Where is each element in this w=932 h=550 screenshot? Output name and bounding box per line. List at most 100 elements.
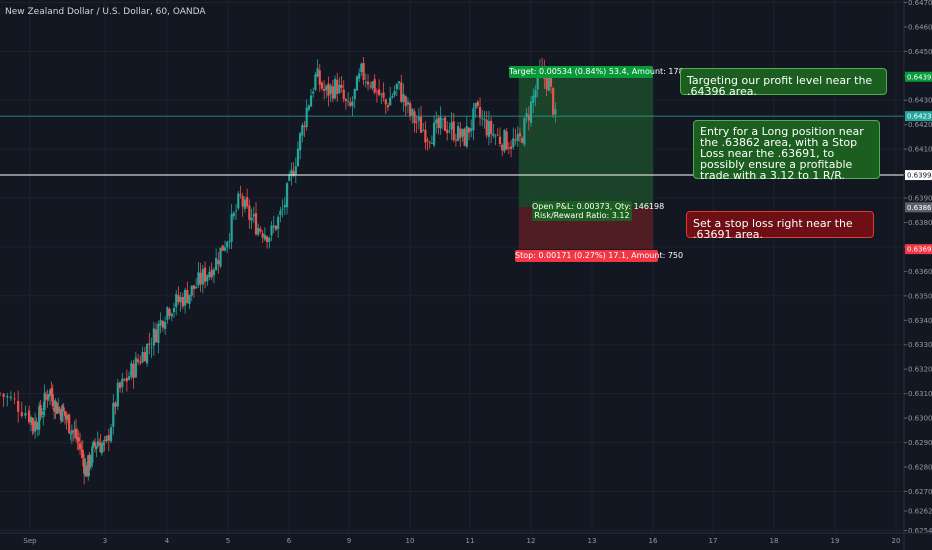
candle-up [179,297,182,303]
candle-up [208,271,211,278]
candle-up [152,328,155,346]
candle-up [84,465,87,476]
current-price-tag-bg [905,111,932,122]
candle-up [6,396,9,398]
candle-down [143,352,146,362]
candle-up [172,307,176,313]
candle-down [80,449,83,451]
candle-down [241,196,244,207]
candle-up [351,101,354,107]
candle-up [223,247,227,251]
target-price-tag-bg [905,71,932,82]
candle-up [439,116,442,129]
candle-down [53,407,56,412]
candle-up [206,275,209,282]
candle-up [100,444,103,454]
candle-down [413,111,416,124]
candle-up [325,85,328,91]
candle-down [78,443,82,449]
candle-down [514,139,517,141]
candle-up [87,455,90,477]
candle-down [336,79,339,94]
target-label: Target: 0.00534 (0.84%) 53.4, Amount: 17… [509,66,697,78]
candle-up [61,405,64,422]
candle-down [246,197,249,207]
candle-up [430,143,434,144]
candle-up [391,96,394,98]
candle-up [150,347,153,348]
time-axis[interactable]: Sep 3 4 5 6 9 10 11 12 13 16 17 18 19 20 [0,532,932,545]
candle-up [554,109,557,115]
candle-down [13,398,16,400]
candle-up [127,376,131,380]
time-tick-label: 12 [527,537,536,545]
stop-note[interactable]: Set a stop loss right near the .63691 ar… [686,211,874,240]
target-note[interactable]: Targeting our profit level near the .643… [680,68,887,97]
candle-down [2,393,5,398]
candle-down [498,136,502,144]
candle-down [478,107,482,118]
candle-up [465,126,468,147]
candle-up [270,225,273,236]
candle-down [320,82,324,89]
candle-up [492,133,495,136]
candle-up [201,269,204,285]
candle-up [483,119,486,121]
candle-down [85,465,88,477]
candle-up [164,321,167,329]
candle-up [230,213,233,242]
candle-down [177,295,180,302]
candle-down [424,129,427,143]
candle-down [254,212,258,235]
candle-down [68,414,71,434]
candle-up [190,285,193,296]
candle-down [32,423,35,432]
candle-up [141,351,144,363]
candle-up [33,420,37,432]
candle-down [496,134,499,136]
candle-down [509,146,513,149]
candle-down [426,140,429,142]
candle-down [382,92,385,98]
candle-up [215,257,218,271]
candle-up [305,107,308,128]
candle-down [409,103,412,116]
candle-down [186,290,189,303]
candle-up [333,78,337,99]
candle-up [290,169,293,176]
candle-down [72,430,75,432]
candle-down [44,395,48,397]
candle-up [36,428,39,430]
candle-up [441,118,444,120]
candle-down [77,437,80,442]
candle-down [404,96,407,107]
candle-down [303,125,306,128]
candle-up [29,417,33,423]
candle-up [329,85,332,94]
candle-up [461,129,464,137]
time-tick-label: 19 [831,537,840,545]
candle-up [448,130,451,132]
candle-up [272,225,275,228]
candle-up [252,214,255,217]
candle-up [91,446,94,464]
candle-up [547,77,550,91]
entry-note[interactable]: Entry for a Long position near the .6386… [693,120,880,181]
candle-up [277,216,280,229]
candle-down [349,102,352,106]
symbol-title: New Zealand Dollar / U.S. Dollar, 60, OA… [5,7,206,17]
candlestick-series [0,57,557,485]
candle-down [248,205,251,220]
candle-up [397,81,401,84]
time-tick-label: 18 [770,537,779,545]
candle-down [452,121,455,140]
candle-down [384,99,387,105]
candle-down [527,114,530,121]
candle-down [210,269,213,278]
price-axis[interactable]: 0.647000.645000.643000.641000.639000.637… [903,0,932,550]
